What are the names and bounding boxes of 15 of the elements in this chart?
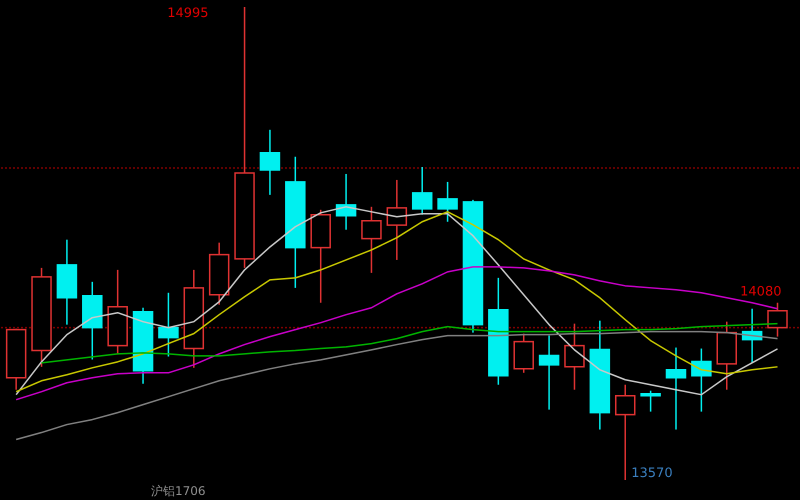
candlestick (386, 179, 408, 261)
text: 沪铝1706 (151, 484, 206, 498)
candlestick (412, 166, 432, 216)
candlestick (640, 390, 661, 412)
candlestick (260, 129, 280, 196)
candlestick (564, 322, 585, 390)
candlestick (437, 181, 458, 223)
annotation: 13570 (631, 466, 673, 481)
annotation: 14995 (167, 6, 209, 21)
candlestick (767, 302, 788, 338)
annotation: 14080 (740, 284, 782, 300)
candlestick (666, 346, 686, 430)
candlestick (158, 292, 179, 358)
candlestick (538, 334, 560, 410)
candlestick (361, 206, 382, 274)
